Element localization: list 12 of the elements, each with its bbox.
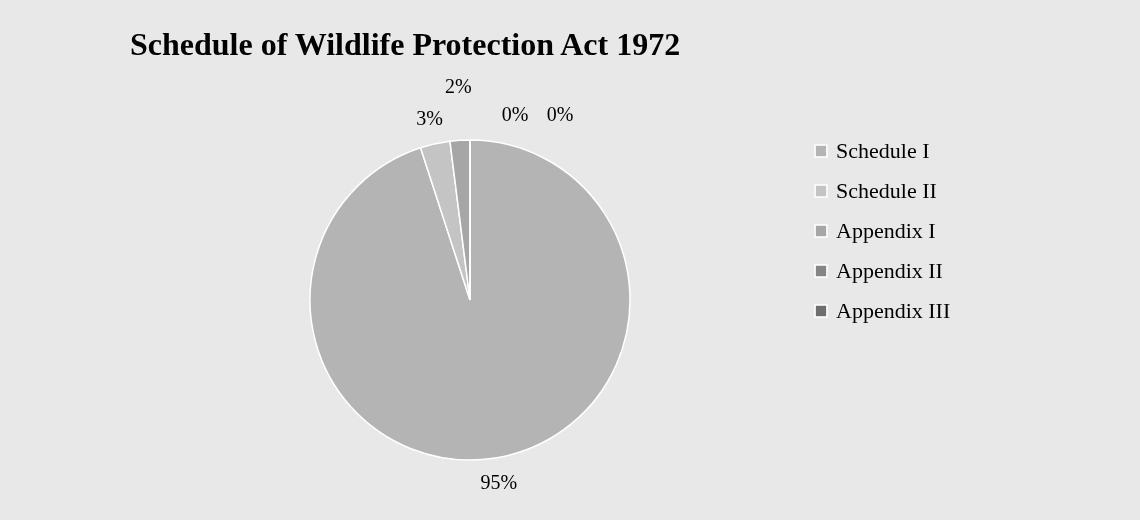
chart-title: Schedule of Wildlife Protection Act 1972 <box>130 26 681 62</box>
legend-label: Appendix II <box>836 258 943 283</box>
legend-label: Appendix I <box>836 218 936 243</box>
text: 0% <box>546 103 574 125</box>
data-label: 2% <box>445 75 472 98</box>
legend-label: Appendix III <box>836 298 951 323</box>
data-label: 95% <box>480 470 518 493</box>
pie-slice <box>309 139 631 461</box>
text: 0% <box>501 103 529 125</box>
data-label: 3% <box>416 107 443 130</box>
legend-label: Schedule II <box>836 178 937 203</box>
legend-label: Schedule I <box>836 138 930 163</box>
